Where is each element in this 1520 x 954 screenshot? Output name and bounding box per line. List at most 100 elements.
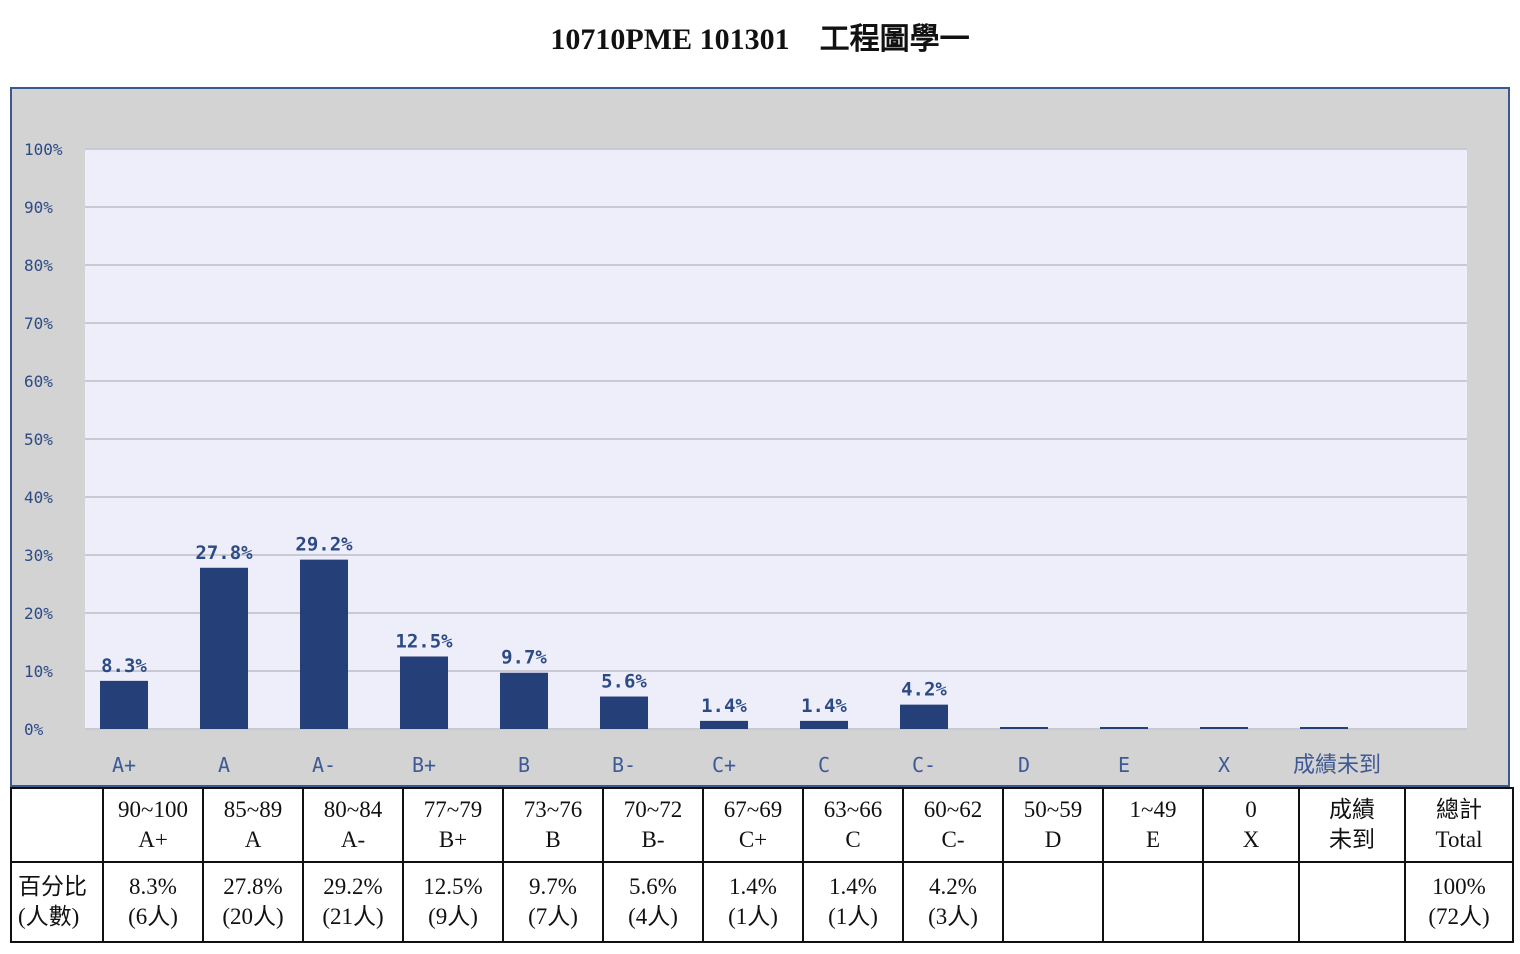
pct-cell-b: 9.7% (7人) bbox=[502, 861, 604, 943]
pct-cell-a-plus: 8.3% (6人) bbox=[102, 861, 204, 943]
grade-label: D bbox=[1044, 827, 1062, 852]
x-tick-label: A bbox=[218, 753, 230, 777]
empty-corner-cell bbox=[10, 787, 104, 863]
range-label: 60~62 bbox=[923, 797, 983, 822]
x-tick-label: E bbox=[1118, 753, 1130, 777]
pct-cell-b-plus: 12.5% (9人) bbox=[402, 861, 504, 943]
y-tick-label: 90% bbox=[24, 198, 53, 217]
y-tick-label: 80% bbox=[24, 256, 53, 275]
pct-cell-b-minus: 5.6% (4人) bbox=[602, 861, 704, 943]
data-label: 27.8% bbox=[195, 542, 253, 564]
pct-value: 1.4% bbox=[729, 874, 777, 899]
grade-distribution-chart: 0% 10% 20% 30% 40% 50% 60% 70% 80% 90% 100% 8.3% A+ 2… bbox=[10, 87, 1510, 787]
count-value: (4人) bbox=[628, 904, 678, 929]
data-label: 1.4% bbox=[801, 695, 847, 717]
y-tick-label: 70% bbox=[24, 314, 53, 333]
bar bbox=[700, 720, 748, 729]
grade-label: C+ bbox=[738, 827, 768, 852]
bar bbox=[900, 704, 948, 729]
data-label: 9.7% bbox=[501, 647, 547, 669]
grade-label: B+ bbox=[438, 827, 468, 852]
bar bbox=[100, 680, 148, 729]
count-value: (9人) bbox=[428, 904, 478, 929]
grade-table: 90~100 A+ 85~89 A 80~84 A- 77~79 B+ 73~76 B 7… bbox=[10, 787, 1514, 943]
y-tick-label: 60% bbox=[24, 372, 53, 391]
pct-cell-c-minus: 4.2% (3人) bbox=[902, 861, 1004, 943]
range-label: 85~89 bbox=[223, 797, 283, 822]
pct-cell-a: 27.8% (20人) bbox=[202, 861, 304, 943]
bar bbox=[600, 696, 648, 729]
pct-value: 100% bbox=[1432, 874, 1486, 899]
pct-value: 27.8% bbox=[223, 874, 283, 899]
header-cell-missing-grade: 成績 未到 bbox=[1298, 787, 1406, 863]
range-label: 0 bbox=[1245, 797, 1257, 822]
bar bbox=[1300, 727, 1348, 729]
y-tick-label: 20% bbox=[24, 604, 53, 623]
bar bbox=[400, 656, 448, 729]
x-tick-label: C bbox=[818, 753, 830, 777]
x-tick-label: 成績未到 bbox=[1293, 753, 1381, 778]
bar bbox=[1100, 727, 1148, 729]
range-label: 總計 bbox=[1436, 797, 1482, 822]
x-tick-label: A+ bbox=[112, 753, 136, 777]
data-label: 12.5% bbox=[395, 631, 453, 653]
bar bbox=[200, 567, 248, 729]
y-tick-label: 10% bbox=[24, 662, 53, 681]
range-label: 80~84 bbox=[323, 797, 383, 822]
header-cell-a-plus: 90~100 A+ bbox=[102, 787, 204, 863]
y-tick-label: 100% bbox=[24, 140, 63, 159]
percentage-row: 百分比 (人數) 8.3% (6人) 27.8% (20人) 29.2% (21人) 1… bbox=[10, 861, 1514, 943]
x-tick-label: C+ bbox=[712, 753, 736, 777]
grade-label: C- bbox=[941, 827, 965, 852]
row-label-cell: 百分比 (人數) bbox=[10, 861, 104, 943]
bar bbox=[300, 559, 348, 729]
header-cell-b: 73~76 B bbox=[502, 787, 604, 863]
pct-cell-a-minus: 29.2% (21人) bbox=[302, 861, 404, 943]
grade-label: 未到 bbox=[1329, 827, 1375, 852]
x-tick-label: B+ bbox=[412, 753, 436, 777]
range-label: 成績 bbox=[1329, 797, 1375, 822]
header-cell-e: 1~49 E bbox=[1102, 787, 1204, 863]
data-label: 5.6% bbox=[601, 671, 647, 693]
data-label: 1.4% bbox=[701, 695, 747, 717]
pct-value: 4.2% bbox=[929, 874, 977, 899]
header-cell-d: 50~59 D bbox=[1002, 787, 1104, 863]
row-label-line2: (人數) bbox=[18, 904, 80, 929]
pct-value: 8.3% bbox=[129, 874, 177, 899]
pct-value: 9.7% bbox=[529, 874, 577, 899]
bar bbox=[1200, 727, 1248, 729]
grade-label: B- bbox=[641, 827, 665, 852]
pct-value: 1.4% bbox=[829, 874, 877, 899]
pct-cell-missing-grade bbox=[1298, 861, 1406, 943]
range-label: 50~59 bbox=[1023, 797, 1083, 822]
grade-label: A bbox=[244, 827, 262, 852]
header-cell-b-plus: 77~79 B+ bbox=[402, 787, 504, 863]
pct-cell-d bbox=[1002, 861, 1104, 943]
y-tick-label: 0% bbox=[24, 720, 44, 739]
range-label: 63~66 bbox=[823, 797, 883, 822]
grade-label: Total bbox=[1435, 827, 1483, 852]
header-cell-b-minus: 70~72 B- bbox=[602, 787, 704, 863]
range-label: 77~79 bbox=[423, 797, 483, 822]
header-cell-total: 總計 Total bbox=[1404, 787, 1514, 863]
y-tick-label: 40% bbox=[24, 488, 53, 507]
data-label: 4.2% bbox=[901, 679, 947, 701]
range-label: 70~72 bbox=[623, 797, 683, 822]
x-tick-label: B- bbox=[612, 753, 636, 777]
pct-cell-x bbox=[1202, 861, 1300, 943]
x-tick-label: X bbox=[1218, 753, 1230, 777]
count-value: (72人) bbox=[1428, 904, 1490, 929]
bar bbox=[1000, 727, 1048, 729]
grade-label: X bbox=[1242, 827, 1260, 852]
x-tick-label: B bbox=[518, 753, 530, 777]
header-cell-a: 85~89 A bbox=[202, 787, 304, 863]
pct-cell-total: 100% (72人) bbox=[1404, 861, 1514, 943]
pct-cell-c: 1.4% (1人) bbox=[802, 861, 904, 943]
grade-label: E bbox=[1145, 827, 1161, 852]
y-tick-label: 50% bbox=[24, 430, 53, 449]
bar bbox=[500, 672, 548, 729]
pct-value: 5.6% bbox=[629, 874, 677, 899]
grade-label: A- bbox=[340, 827, 366, 852]
pct-cell-c-plus: 1.4% (1人) bbox=[702, 861, 804, 943]
header-cell-c-plus: 67~69 C+ bbox=[702, 787, 804, 863]
